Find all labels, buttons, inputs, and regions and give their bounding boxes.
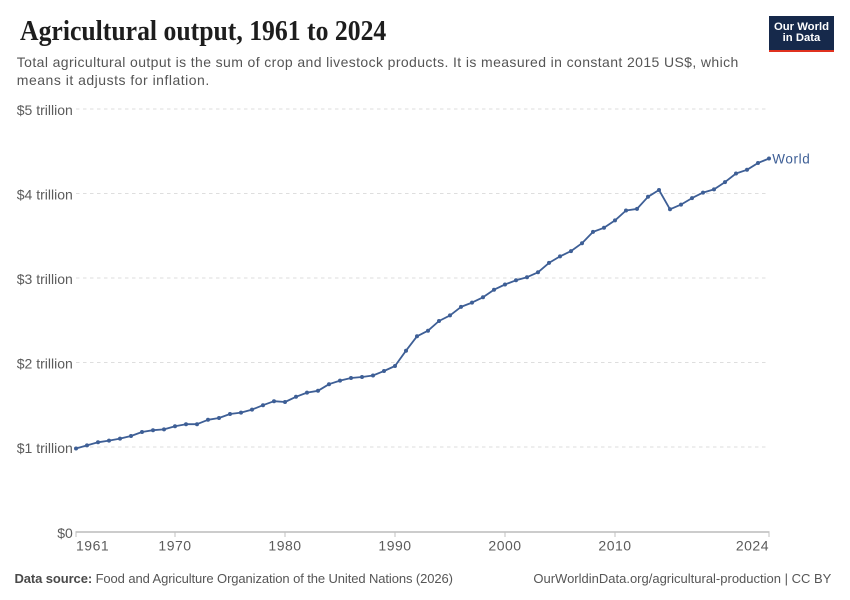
- svg-text:$1 trillion: $1 trillion: [17, 440, 73, 456]
- svg-text:1970: 1970: [158, 538, 191, 554]
- svg-text:1961: 1961: [76, 538, 109, 554]
- svg-text:1990: 1990: [378, 538, 411, 554]
- svg-text:2000: 2000: [488, 538, 521, 554]
- svg-text:1980: 1980: [268, 538, 301, 554]
- svg-text:2024: 2024: [736, 538, 769, 554]
- svg-text:World: World: [772, 151, 810, 166]
- svg-text:$0: $0: [57, 525, 73, 541]
- svg-text:$4 trillion: $4 trillion: [17, 187, 73, 203]
- svg-text:$3 trillion: $3 trillion: [17, 271, 73, 287]
- svg-text:$2 trillion: $2 trillion: [17, 356, 73, 372]
- svg-text:$5 trillion: $5 trillion: [17, 102, 73, 118]
- svg-text:2010: 2010: [598, 538, 631, 554]
